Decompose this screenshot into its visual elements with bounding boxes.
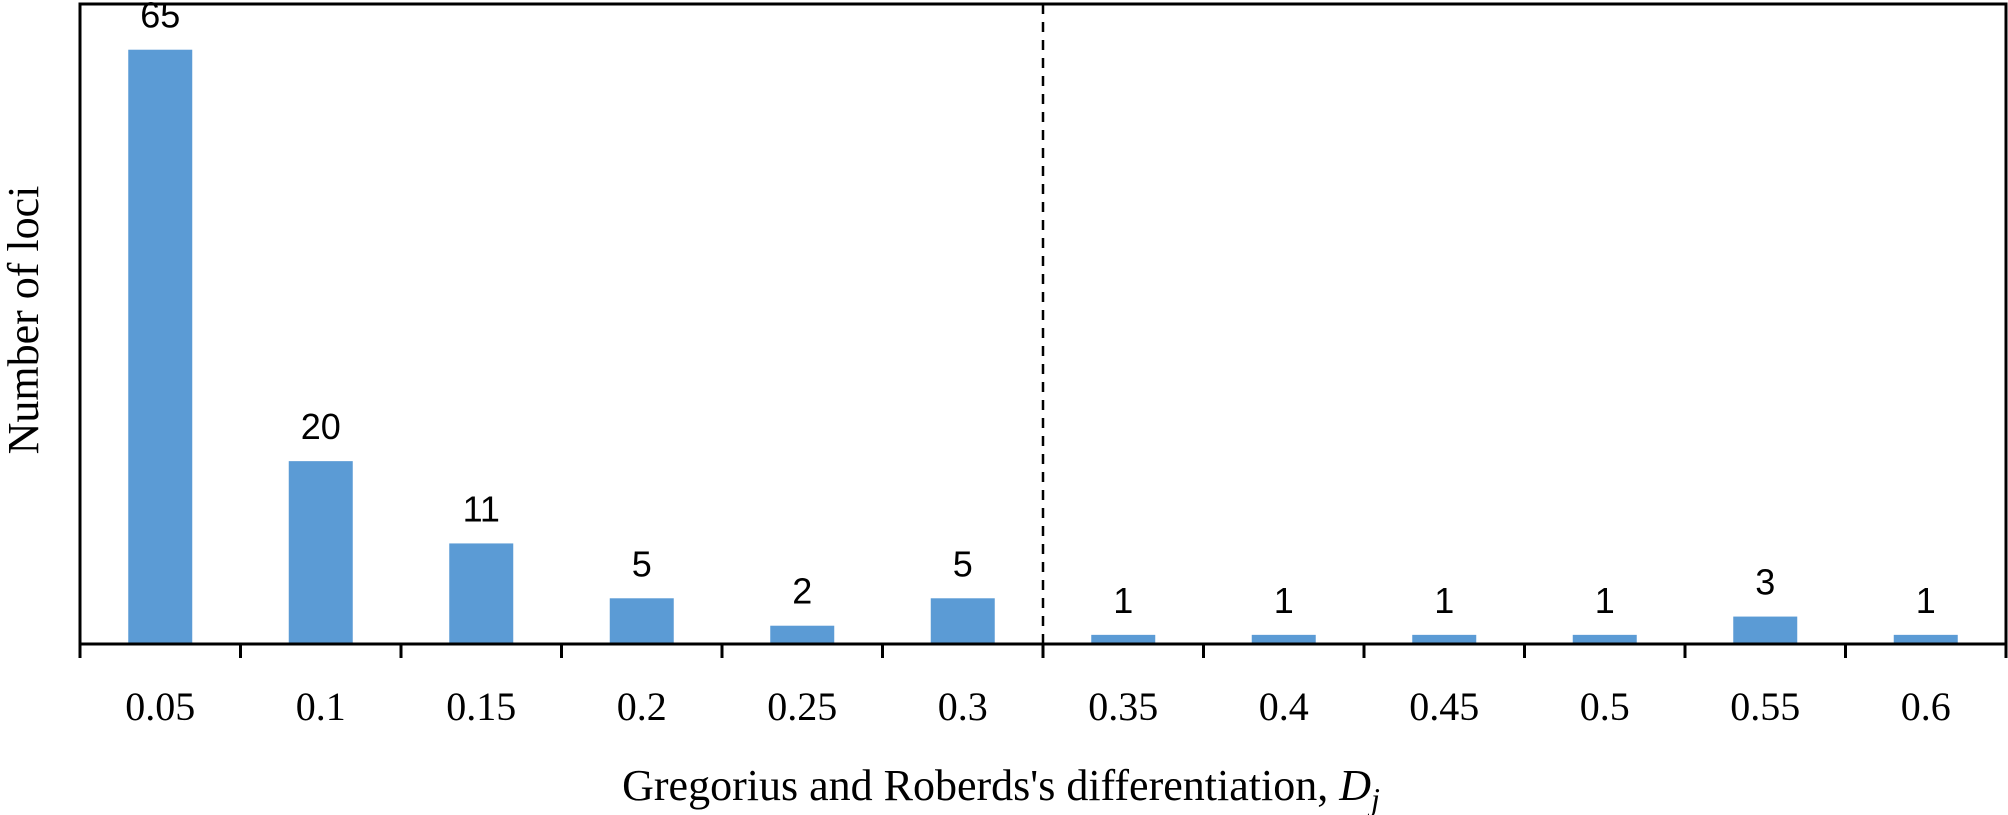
x-tick-label-0.35: 0.35 [1088,684,1158,729]
x-tick-label-0.5: 0.5 [1580,684,1630,729]
x-axis-title: Gregorius and Roberds's differentiation,… [622,761,1380,815]
bar-0.15 [449,543,514,644]
y-axis-title: Number of loci [0,186,48,455]
x-tick-label-0.2: 0.2 [617,684,667,729]
data-label-0.25: 2 [792,571,812,612]
data-label-0.6: 1 [1916,580,1936,621]
bar-0.4 [1251,634,1316,644]
data-label-0.5: 1 [1595,580,1615,621]
x-tick-label-0.1: 0.1 [296,684,346,729]
x-axis-title-text: Gregorius and Roberds's differentiation, [622,761,1339,810]
data-label-0.3: 5 [953,543,973,584]
x-tick-labels: 0.05 0.1 0.15 0.2 0.25 0.3 0.35 0.4 0.45 0.5 0.55 0… [125,684,1951,729]
bar-0.05 [128,49,193,644]
bar-0.5 [1572,634,1637,644]
data-label-0.55: 3 [1755,562,1775,603]
bar-0.25 [770,625,835,644]
bar-0.1 [288,461,353,644]
x-tick-label-0.55: 0.55 [1730,684,1800,729]
x-tick-label-0.45: 0.45 [1409,684,1479,729]
x-ticks [78,644,2008,658]
x-axis-title-subscript: j [1367,781,1380,815]
bar-0.6 [1893,634,1958,644]
data-label-0.15: 11 [463,488,500,529]
data-label-0.05: 65 [140,0,180,36]
x-tick-label-0.4: 0.4 [1259,684,1309,729]
data-label-0.45: 1 [1434,580,1454,621]
bar-0.2 [609,598,674,644]
x-tick-label-0.25: 0.25 [767,684,837,729]
data-label-0.4: 1 [1274,580,1294,621]
x-tick-label-0.15: 0.15 [446,684,516,729]
bars [128,49,1958,644]
bar-0.45 [1412,634,1477,644]
x-tick-label-0.6: 0.6 [1901,684,1951,729]
bar-0.35 [1091,634,1156,644]
data-label-0.2: 5 [632,543,652,584]
data-label-0.35: 1 [1113,580,1133,621]
x-tick-label-0.05: 0.05 [125,684,195,729]
bar-0.3 [930,598,995,644]
x-axis-title-symbol: D [1338,761,1371,810]
x-tick-label-0.3: 0.3 [938,684,988,729]
data-label-0.1: 20 [301,406,341,447]
bar-0.55 [1733,616,1798,644]
